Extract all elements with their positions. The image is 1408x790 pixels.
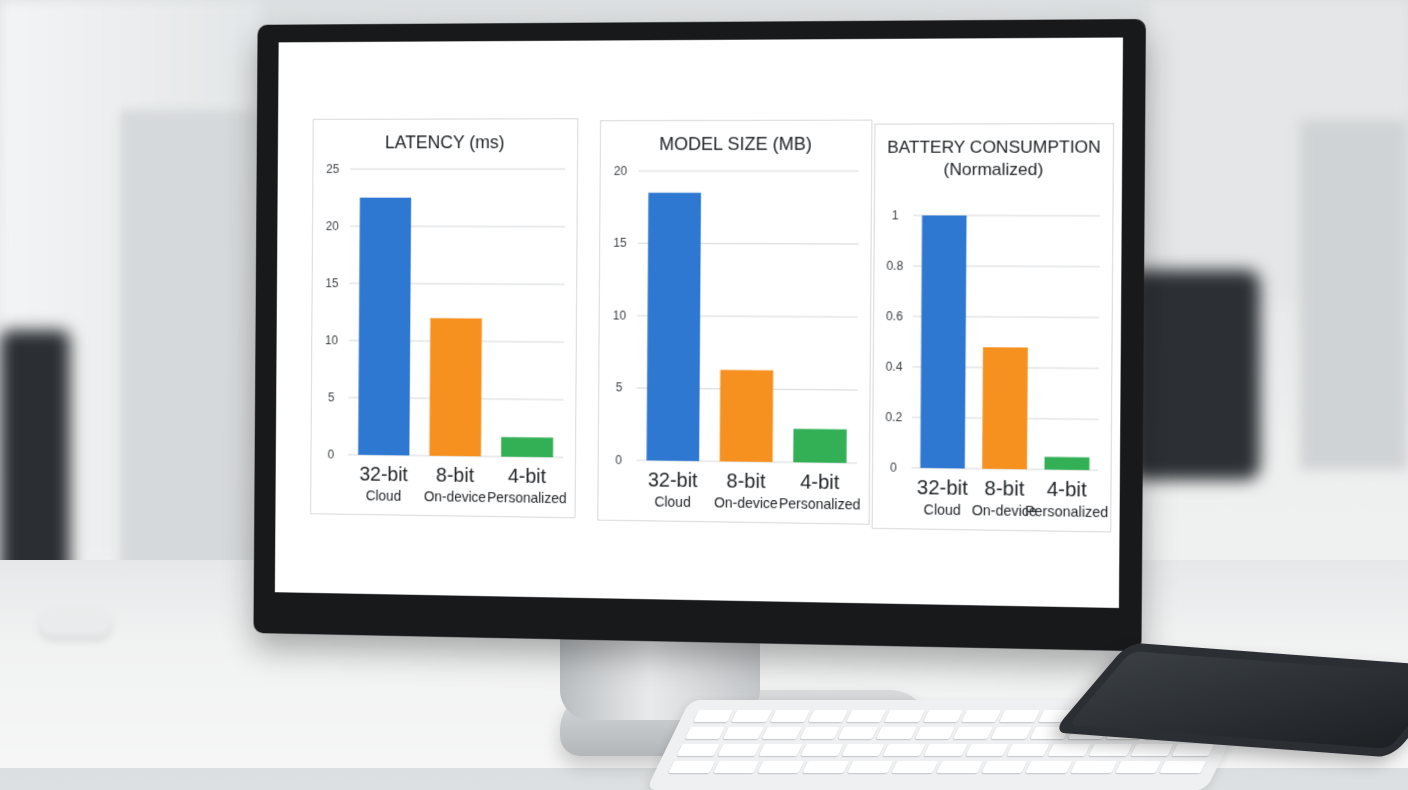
category-label: 8-bit <box>436 465 475 488</box>
bar-4-bit <box>501 437 553 457</box>
y-tick-label: 0.8 <box>886 259 903 273</box>
y-tick-label: 10 <box>613 308 627 322</box>
latency-chart: 0 5 10 15 20 25 32-bitCloud 8-bitOn-device 4-bit… <box>311 119 577 517</box>
category-sublabel: Personalized <box>487 489 567 506</box>
chart-panel-battery: BATTERY CONSUMPTION (Normalized) 00.20.4… <box>872 123 1114 532</box>
category-sublabel: Personalized <box>779 495 861 512</box>
category-label: 32-bit <box>917 477 969 500</box>
y-tick-label: 0.4 <box>886 359 903 373</box>
y-tick-label: 10 <box>325 333 338 347</box>
monitor-screen: LATENCY (ms) 051015202532-bitCloud8-bitO… <box>275 38 1123 609</box>
y-tick-label: 0 <box>328 447 335 461</box>
bar-4-bit <box>793 429 847 463</box>
mouse <box>40 610 110 636</box>
category-label: 4-bit <box>800 471 840 494</box>
category-label: 4-bit <box>1047 479 1088 502</box>
y-tick-label: 0 <box>890 460 897 474</box>
bar-4-bit <box>1044 457 1089 470</box>
category-label: 32-bit <box>648 469 698 492</box>
bar-8-bit <box>429 318 482 456</box>
y-tick-label: 20 <box>614 164 628 178</box>
y-tick-label: 25 <box>326 162 339 176</box>
category-label: 8-bit <box>984 478 1025 501</box>
y-tick-label: 5 <box>328 390 335 404</box>
background-chair-right <box>1130 270 1260 480</box>
chart-panel-latency: LATENCY (ms) 051015202532-bitCloud8-bitO… <box>310 118 578 518</box>
category-label: 8-bit <box>726 470 766 493</box>
y-tick-label: 1 <box>892 208 899 222</box>
category-label: 32-bit <box>359 464 408 487</box>
bar-32-bit <box>647 193 701 461</box>
bar-32-bit <box>358 198 411 456</box>
category-sublabel: On-device <box>424 488 487 505</box>
y-tick-label: 20 <box>326 219 339 233</box>
category-sublabel: Personalized <box>1025 503 1108 521</box>
bar-32-bit <box>920 215 966 468</box>
y-tick-label: 15 <box>613 236 627 250</box>
y-tick-label: 5 <box>616 381 623 395</box>
y-tick-label: 0.6 <box>886 309 903 323</box>
chart-panel-model-size: MODEL SIZE (MB) 0510152032-bitCloud8-bit… <box>597 120 872 525</box>
bar-8-bit <box>720 370 774 462</box>
y-tick-label: 15 <box>325 276 338 290</box>
monitor: LATENCY (ms) 051015202532-bitCloud8-bitO… <box>253 19 1145 651</box>
bar-8-bit <box>982 347 1028 469</box>
background-monitor <box>1300 120 1408 470</box>
y-tick-label: 0 <box>615 453 622 467</box>
background-chair-left <box>0 330 70 590</box>
model-size-chart: 0 5 10 15 20 32-bitCloud 8-bitOn-device 4-bitPe… <box>598 121 871 524</box>
category-sublabel: Cloud <box>654 493 690 510</box>
background-panel <box>120 110 260 570</box>
y-tick-label: 0.2 <box>885 410 902 424</box>
category-sublabel: Cloud <box>924 501 961 518</box>
category-label: 4-bit <box>508 465 547 488</box>
category-sublabel: On-device <box>714 494 778 511</box>
category-sublabel: Cloud <box>366 487 402 503</box>
battery-chart: 00.20.40.60.8132-bitCloud8-bitOn-device4… <box>873 124 1113 531</box>
tablet-screen <box>1068 651 1408 749</box>
